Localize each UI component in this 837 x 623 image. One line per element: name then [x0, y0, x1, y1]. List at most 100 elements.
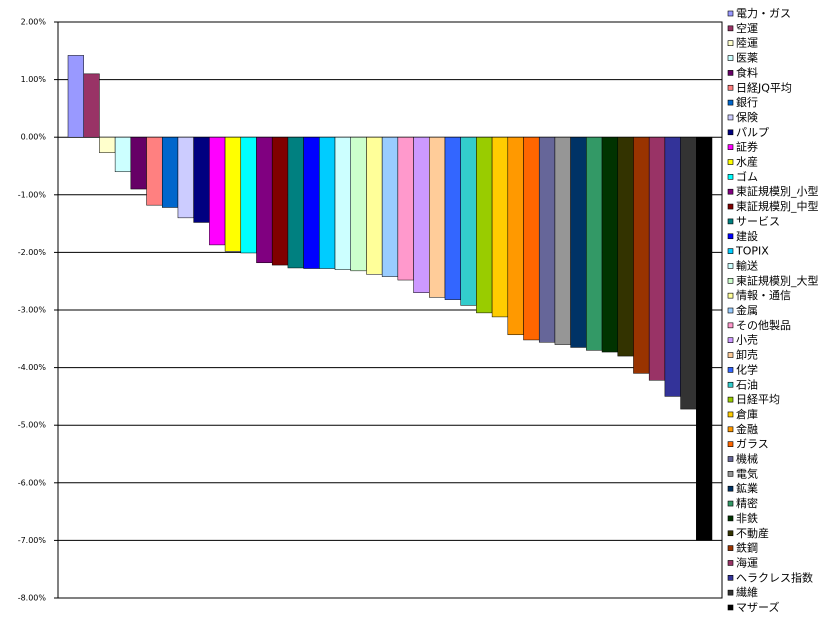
- legend-swatch: [727, 456, 734, 462]
- legend-label: ヘラクレス指数: [736, 570, 813, 584]
- bar: [476, 136, 493, 314]
- legend-swatch: [727, 574, 734, 581]
- legend-label: 輸送: [736, 258, 758, 272]
- bar: [67, 55, 84, 138]
- bar: [586, 136, 603, 351]
- bar: [381, 136, 399, 277]
- legend-label: 空運: [736, 21, 758, 35]
- legend-swatch: [727, 218, 734, 225]
- legend-swatch: [727, 589, 734, 596]
- legend-swatch: [727, 530, 734, 537]
- bar: [177, 136, 194, 219]
- legend-swatch: [727, 159, 734, 165]
- legend-swatch: [727, 40, 734, 47]
- legend-swatch: [727, 129, 734, 136]
- y-tick-label: -3.00%: [18, 306, 47, 315]
- bar: [271, 136, 289, 266]
- bar: [366, 136, 383, 275]
- bar: [319, 136, 336, 269]
- bar: [83, 73, 100, 138]
- legend-label: 電気: [736, 466, 758, 480]
- legend-swatch: [727, 411, 734, 418]
- legend-swatch: [727, 337, 734, 344]
- y-tick-label: -1.00%: [18, 190, 47, 199]
- legend-label: 卸売: [736, 348, 758, 362]
- legend-label: 電力・ガス: [736, 7, 791, 20]
- legend-label: 倉庫: [736, 407, 758, 421]
- legend-swatch: [727, 188, 734, 195]
- legend-swatch: [727, 277, 734, 284]
- legend-label: 東証規模別_中型: [736, 199, 819, 213]
- legend-swatch: [727, 99, 734, 106]
- legend-swatch: [727, 55, 734, 61]
- bar: [444, 136, 461, 300]
- bar: [193, 136, 210, 223]
- bar: [648, 136, 666, 381]
- legend-label: 証券: [736, 140, 758, 154]
- legend-label: 食料: [736, 65, 758, 79]
- legend-label: 鉱業: [736, 481, 758, 495]
- legend-label: サービス: [736, 215, 780, 228]
- legend-label: 鉄鋼: [736, 541, 758, 555]
- legend-label: パルプ: [736, 126, 769, 139]
- legend-swatch: [727, 248, 734, 254]
- legend-label: 機械: [736, 452, 758, 466]
- bar: [570, 136, 587, 348]
- legend-label: 保険: [736, 110, 758, 124]
- legend-label: 日経JQ平均: [736, 81, 792, 94]
- bar: [491, 136, 509, 318]
- legend-swatch: [727, 515, 734, 522]
- legend-label: その他製品: [736, 318, 791, 332]
- legend-swatch: [727, 144, 734, 150]
- bar: [617, 136, 634, 357]
- legend-label: マザーズ: [736, 600, 779, 614]
- legend-swatch: [727, 381, 734, 388]
- legend-label: 銀行: [736, 95, 758, 109]
- bar: [554, 136, 571, 345]
- bar: [523, 136, 540, 341]
- legend-label: 石油: [736, 377, 758, 391]
- y-tick-label: 1.00%: [21, 75, 47, 84]
- legend-label: 小売: [736, 334, 758, 347]
- legend-label: 化学: [736, 362, 758, 376]
- legend-label: 精密: [736, 496, 758, 510]
- legend-label: 非鉄: [736, 511, 758, 525]
- legend-swatch: [727, 233, 734, 240]
- bar: [161, 136, 179, 208]
- legend-label: TOPIX: [735, 245, 769, 258]
- bar: [99, 136, 116, 154]
- legend-label: 海運: [736, 555, 758, 569]
- legend-label: 繊維: [736, 586, 758, 599]
- legend-label: 水産: [736, 156, 758, 169]
- bar: [680, 136, 697, 410]
- legend-swatch: [727, 545, 734, 551]
- legend-label: 東証規模別_小型: [736, 184, 819, 198]
- legend-label: 情報・通信: [736, 289, 791, 302]
- legend-label: 日経平均: [736, 393, 780, 406]
- legend-swatch: [727, 263, 734, 269]
- bar: [460, 136, 477, 306]
- legend-label: 金融: [736, 422, 758, 436]
- bar: [633, 136, 650, 374]
- legend-swatch: [727, 70, 734, 76]
- legend-swatch: [727, 471, 734, 477]
- legend-swatch: [727, 84, 734, 91]
- bar: [397, 136, 414, 281]
- y-tick-label: -7.00%: [18, 536, 47, 545]
- bar: [413, 136, 430, 293]
- legend-label: 東証規模別_大型: [736, 273, 819, 287]
- legend-swatch: [727, 426, 734, 433]
- bar: [240, 136, 257, 254]
- legend-label: 不動産: [736, 526, 769, 540]
- bar: [601, 136, 619, 353]
- legend-swatch: [727, 114, 734, 121]
- legend-label: 医薬: [736, 52, 758, 65]
- bar: [256, 136, 273, 264]
- legend-swatch: [727, 352, 734, 358]
- legend-swatch: [727, 396, 734, 403]
- legend-label: ゴム: [736, 169, 758, 183]
- y-tick-label: -8.00%: [18, 594, 47, 603]
- y-tick-label: 2.00%: [21, 18, 47, 27]
- bar: [287, 136, 304, 269]
